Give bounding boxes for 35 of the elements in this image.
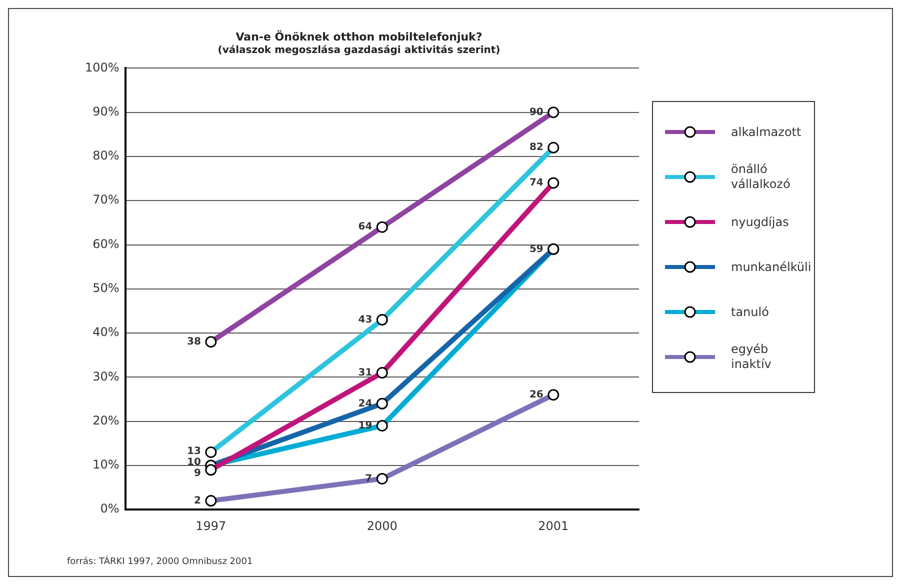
chart-subtitle: (válaszok megoszlása gazdasági aktivitás szerint): [218, 44, 500, 56]
y-tick-label: 30%: [92, 369, 120, 384]
data-label: 43: [358, 314, 372, 326]
data-label: 59: [529, 244, 544, 255]
y-tick-label: 80%: [92, 148, 120, 163]
legend-label: tanuló: [731, 304, 770, 320]
data-label: 82: [529, 142, 544, 154]
text: forrás: TÁRKI 1997, 2000 Omnibusz 2001: [67, 557, 253, 567]
data-label: 64: [358, 222, 372, 233]
y-tick-label: 40%: [92, 325, 120, 340]
legend-label: alkalmazott: [731, 124, 802, 140]
data-label: 26: [529, 389, 544, 400]
y-tick-label: 100%: [84, 60, 120, 74]
x-tick-label: 2001: [538, 518, 569, 533]
data-label: 31: [358, 367, 372, 378]
legend-label: nyugdíjas: [731, 214, 790, 230]
x-tick-label: 2000: [366, 518, 398, 533]
data-label: 13: [187, 446, 201, 458]
chart-title: Van-e Önöknek otthon mobiltelefonjuk?: [236, 29, 482, 44]
data-label: 24: [358, 398, 372, 410]
legend-label: munkanélküli: [731, 260, 812, 274]
y-tick-label: 70%: [92, 192, 120, 207]
legend-label: egyéb inaktív: [731, 342, 772, 372]
y-tick-label: 20%: [92, 413, 120, 428]
x-tick-label: 1997: [196, 518, 226, 533]
data-label: 2: [194, 495, 201, 506]
y-tick-label: 10%: [92, 458, 120, 472]
y-tick-label: 0%: [100, 502, 120, 516]
data-label: 38: [187, 336, 201, 348]
legend-label: önálló vállalkozó: [731, 162, 792, 192]
data-label: 9: [194, 468, 201, 480]
y-tick-label: 60%: [92, 236, 120, 251]
y-tick-label: 50%: [92, 281, 120, 296]
data-label: 74: [529, 178, 544, 189]
y-tick-label: 90%: [92, 104, 120, 118]
